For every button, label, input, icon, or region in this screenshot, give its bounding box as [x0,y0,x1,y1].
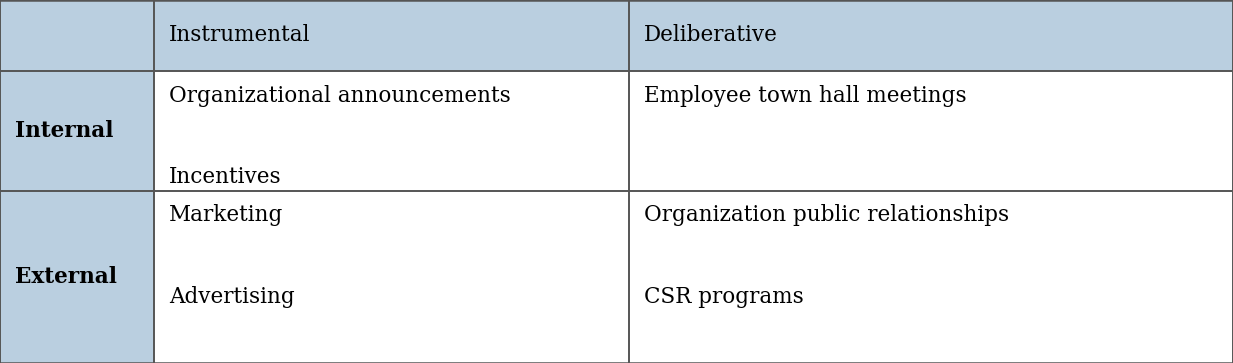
Bar [154,0,629,71]
Bar [0,191,154,363]
Bar [629,0,1233,71]
Text: Instrumental: Instrumental [169,24,311,46]
Text: Marketing

Advertising

Publications: Marketing Advertising Publications [169,204,303,363]
Bar [0,0,154,71]
Text: Employee town hall meetings: Employee town hall meetings [644,85,967,107]
Bar [629,191,1233,363]
Bar [154,191,629,363]
Text: Organizational announcements

Incentives: Organizational announcements Incentives [169,85,510,188]
Bar [629,71,1233,191]
Text: Deliberative: Deliberative [644,24,778,46]
Bar [154,71,629,191]
Text: Organization public relationships

CSR programs

Organizational resilience initi: Organization public relationships CSR pr… [644,204,1033,363]
Text: External: External [15,266,117,288]
Text: Internal: Internal [15,120,113,142]
Bar [0,71,154,191]
